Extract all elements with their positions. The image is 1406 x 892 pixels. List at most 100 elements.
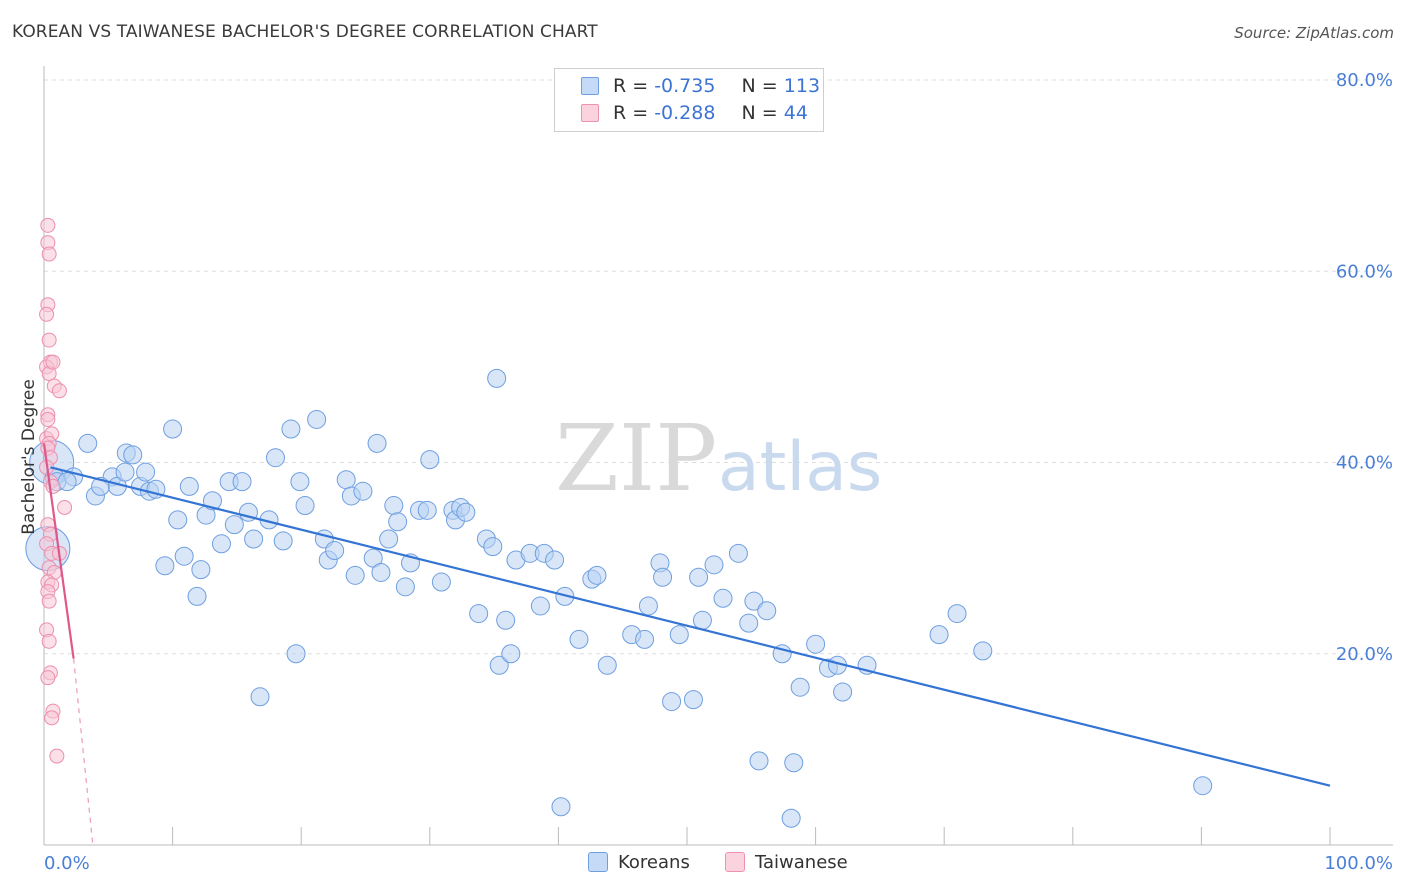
korean-point bbox=[307, 409, 327, 429]
y-tick-labels: 20.0% 40.0% 60.0% 80.0% bbox=[1336, 70, 1393, 665]
korean-point bbox=[683, 690, 703, 710]
korean-point bbox=[345, 565, 365, 585]
korean-point bbox=[487, 368, 507, 388]
korean-point bbox=[244, 529, 264, 549]
korean-point bbox=[545, 550, 565, 570]
bottom-legend-taiwanese: Taiwanese bbox=[725, 852, 848, 873]
korean-point bbox=[388, 512, 408, 532]
korean-point bbox=[286, 644, 306, 664]
x-tick-labels: 0.0% 100.0% bbox=[44, 853, 1393, 874]
taiwanese-trend-extension bbox=[72, 658, 94, 846]
korean-point bbox=[489, 655, 509, 675]
korean-point bbox=[704, 555, 724, 575]
korean-point bbox=[638, 596, 658, 616]
taiwanese-point bbox=[41, 633, 57, 649]
korean-point bbox=[692, 610, 712, 630]
korean-point bbox=[136, 462, 156, 482]
legend-n-label: N = bbox=[741, 102, 784, 124]
taiwanese-point bbox=[40, 670, 56, 686]
korean-point bbox=[739, 613, 759, 633]
legend-n-value-taiwanese: 44 bbox=[783, 102, 808, 124]
korean-point bbox=[395, 577, 415, 597]
korean-point bbox=[551, 797, 571, 817]
trend-lines bbox=[42, 443, 1331, 846]
taiwanese-point bbox=[40, 217, 56, 233]
watermark-atlas: atlas bbox=[718, 428, 882, 507]
taiwanese-point bbox=[39, 306, 55, 322]
korean-point bbox=[420, 450, 440, 470]
korean-point bbox=[728, 543, 748, 563]
chart-source: Source: ZipAtlas.com bbox=[1234, 24, 1394, 42]
korean-point bbox=[163, 419, 183, 439]
korean-point bbox=[191, 560, 211, 580]
korean-point bbox=[115, 462, 135, 482]
taiwanese-point bbox=[41, 332, 57, 348]
legend-swatch-taiwanese bbox=[581, 104, 599, 122]
korean-point bbox=[325, 540, 345, 560]
korean-point bbox=[187, 586, 207, 606]
x-tick-label-min: 0.0% bbox=[44, 853, 90, 874]
korean-point bbox=[749, 751, 769, 771]
korean-point bbox=[469, 604, 489, 624]
legend-r-value-taiwanese: -0.288 bbox=[654, 102, 716, 124]
taiwanese-point bbox=[40, 411, 56, 427]
korean-point bbox=[653, 567, 673, 587]
korean-point bbox=[569, 629, 589, 649]
koreans-trend-line bbox=[50, 466, 1331, 787]
korean-point bbox=[417, 500, 437, 520]
korean-point bbox=[353, 481, 373, 501]
korean-point bbox=[336, 470, 356, 490]
korean-point bbox=[501, 644, 521, 664]
korean-point bbox=[689, 567, 709, 587]
legend-r-label: R = bbox=[613, 75, 655, 97]
korean-point bbox=[456, 502, 476, 522]
korean-point bbox=[662, 692, 682, 712]
korean-point bbox=[929, 625, 949, 645]
korean-point bbox=[155, 556, 175, 576]
korean-point bbox=[790, 677, 810, 697]
bottom-legend-swatch-koreans bbox=[588, 852, 608, 872]
korean-point bbox=[367, 433, 387, 453]
korean-point bbox=[947, 604, 967, 624]
korean-point bbox=[232, 472, 252, 492]
legend-n-value-koreans: 113 bbox=[783, 75, 821, 97]
korean-point bbox=[806, 634, 826, 654]
korean-point bbox=[265, 448, 285, 468]
korean-point bbox=[123, 445, 143, 465]
legend-swatch-koreans bbox=[581, 77, 599, 95]
bottom-legend-label-koreans: Koreans bbox=[618, 852, 690, 873]
korean-point bbox=[597, 655, 617, 675]
korean-point bbox=[833, 682, 853, 702]
korean-point bbox=[250, 687, 270, 707]
korean-point bbox=[496, 610, 516, 630]
korean-point bbox=[635, 629, 655, 649]
korean-point bbox=[973, 641, 993, 661]
korean-point bbox=[295, 496, 315, 516]
legend-n-label: N = bbox=[741, 75, 784, 97]
taiwanese-trend-line bbox=[42, 443, 75, 659]
bottom-legend-koreans: Koreans bbox=[588, 852, 690, 873]
korean-point bbox=[744, 591, 764, 611]
y-tick-label: 80.0% bbox=[1336, 70, 1393, 91]
taiwanese-point bbox=[45, 354, 61, 370]
bottom-legend-label-taiwanese: Taiwanese bbox=[755, 852, 848, 873]
y-tick-label: 20.0% bbox=[1336, 644, 1393, 665]
watermark-zip: ZIP bbox=[555, 405, 717, 512]
korean-point bbox=[530, 596, 550, 616]
korean-point bbox=[273, 531, 293, 551]
y-tick-label: 60.0% bbox=[1336, 261, 1393, 282]
korean-point bbox=[784, 753, 804, 773]
korean-point bbox=[281, 419, 301, 439]
korean-point bbox=[211, 534, 231, 554]
watermark: ZIP atlas bbox=[555, 405, 882, 512]
korean-point bbox=[587, 565, 607, 585]
taiwanese-point bbox=[51, 383, 67, 399]
taiwanese-point bbox=[41, 246, 57, 262]
korean-point bbox=[431, 572, 451, 592]
y-axis-label: Bachelor's Degree bbox=[19, 379, 39, 535]
korean-point bbox=[57, 472, 77, 492]
correlation-legend: R = -0.735 N = 113 R = -0.288 N = 44 bbox=[554, 68, 824, 132]
korean-point bbox=[371, 562, 391, 582]
korean-point bbox=[669, 625, 689, 645]
